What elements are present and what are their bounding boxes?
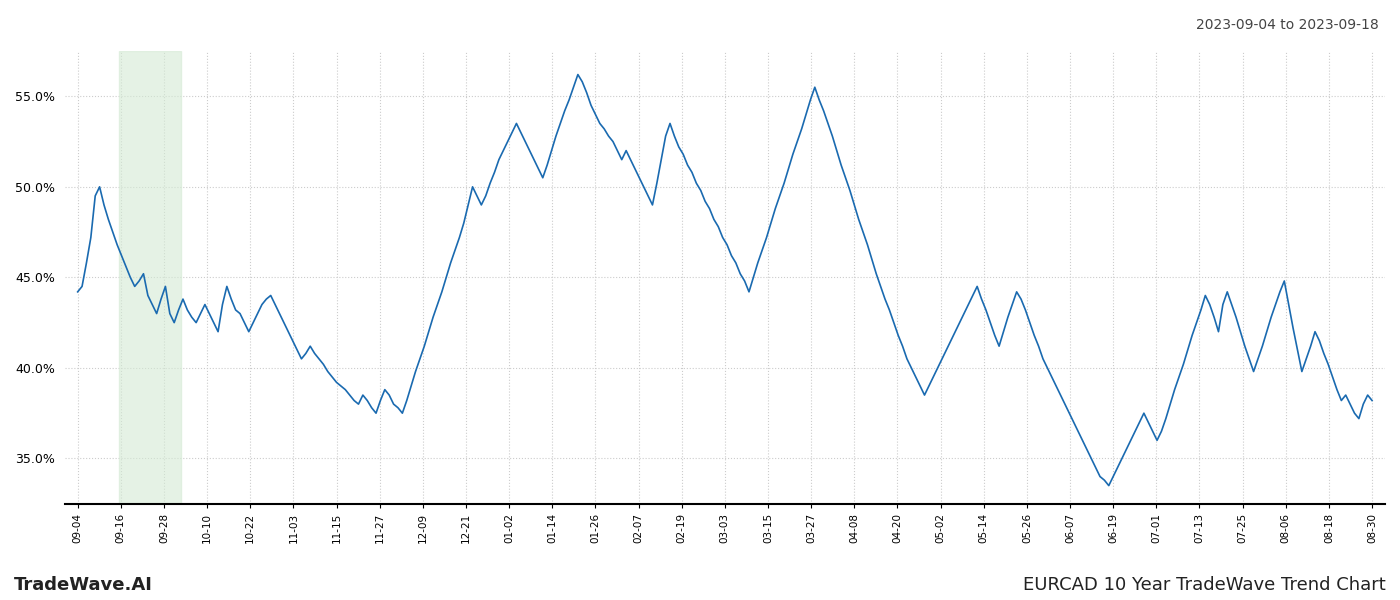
Text: 2023-09-04 to 2023-09-18: 2023-09-04 to 2023-09-18 (1196, 18, 1379, 32)
Text: TradeWave.AI: TradeWave.AI (14, 576, 153, 594)
Text: EURCAD 10 Year TradeWave Trend Chart: EURCAD 10 Year TradeWave Trend Chart (1023, 576, 1386, 594)
Bar (119, 51, 181, 504)
